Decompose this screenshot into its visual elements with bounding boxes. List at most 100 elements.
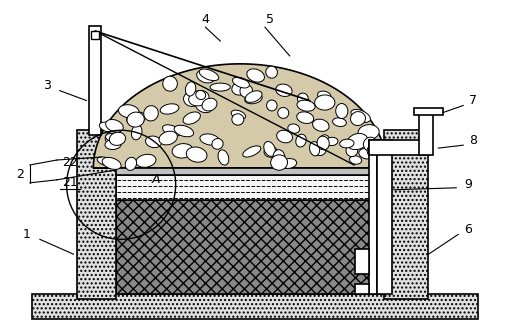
Ellipse shape [159, 131, 178, 145]
Ellipse shape [264, 146, 277, 157]
Bar [116, 168, 384, 175]
Ellipse shape [105, 139, 121, 150]
Ellipse shape [97, 157, 115, 166]
Ellipse shape [271, 155, 288, 170]
Ellipse shape [319, 135, 330, 148]
Bar [384, 130, 428, 299]
Text: 3: 3 [43, 79, 51, 92]
Text: 9: 9 [464, 178, 472, 191]
Ellipse shape [245, 94, 262, 104]
Ellipse shape [144, 106, 158, 121]
Ellipse shape [199, 69, 219, 81]
Text: 1: 1 [23, 228, 31, 241]
Ellipse shape [326, 137, 338, 146]
Ellipse shape [367, 144, 382, 158]
Bar [355, 284, 369, 294]
Text: A: A [152, 173, 160, 186]
Ellipse shape [318, 91, 331, 100]
Ellipse shape [160, 104, 179, 114]
Ellipse shape [267, 100, 277, 111]
Text: 21: 21 [62, 176, 77, 189]
Ellipse shape [105, 132, 119, 144]
Ellipse shape [340, 139, 354, 148]
Text: 6: 6 [464, 223, 472, 236]
Text: 8: 8 [469, 134, 477, 147]
Ellipse shape [245, 91, 262, 102]
Ellipse shape [309, 141, 320, 156]
Ellipse shape [347, 133, 368, 150]
Ellipse shape [131, 125, 142, 140]
Ellipse shape [127, 112, 146, 125]
Ellipse shape [346, 145, 358, 156]
Ellipse shape [277, 130, 293, 143]
Bar [355, 249, 369, 274]
Text: 4: 4 [202, 13, 209, 26]
Ellipse shape [125, 157, 136, 170]
Ellipse shape [297, 112, 314, 124]
Ellipse shape [351, 109, 371, 123]
Ellipse shape [99, 122, 119, 133]
Ellipse shape [102, 157, 121, 170]
Ellipse shape [136, 154, 156, 167]
Ellipse shape [273, 150, 285, 165]
Ellipse shape [297, 100, 315, 111]
Bar [32, 294, 478, 319]
Ellipse shape [232, 81, 249, 95]
Ellipse shape [119, 105, 139, 118]
Polygon shape [93, 64, 387, 168]
Ellipse shape [278, 108, 289, 118]
Ellipse shape [172, 143, 193, 158]
Ellipse shape [264, 141, 275, 156]
Ellipse shape [315, 95, 335, 110]
Ellipse shape [359, 148, 375, 159]
Ellipse shape [200, 134, 219, 145]
Ellipse shape [196, 70, 215, 83]
Bar [369, 140, 429, 155]
Bar [76, 130, 116, 299]
Ellipse shape [332, 118, 346, 126]
Ellipse shape [350, 156, 362, 164]
Bar [418, 111, 434, 155]
Bar [369, 140, 377, 294]
Ellipse shape [127, 112, 144, 127]
Ellipse shape [296, 134, 306, 147]
Ellipse shape [288, 124, 300, 133]
Ellipse shape [247, 69, 265, 82]
Ellipse shape [276, 84, 292, 96]
Ellipse shape [163, 76, 177, 91]
Bar [414, 109, 443, 115]
Ellipse shape [310, 142, 326, 156]
Ellipse shape [195, 100, 212, 113]
Bar [116, 200, 384, 294]
Bar [116, 175, 384, 200]
Ellipse shape [243, 146, 261, 157]
Ellipse shape [218, 150, 229, 165]
Bar [377, 140, 392, 294]
Ellipse shape [185, 82, 196, 96]
Ellipse shape [146, 136, 161, 148]
Ellipse shape [232, 114, 244, 125]
Ellipse shape [297, 93, 308, 104]
Text: 2: 2 [16, 169, 24, 181]
Ellipse shape [313, 119, 329, 131]
Ellipse shape [202, 98, 217, 111]
Ellipse shape [358, 125, 379, 140]
Ellipse shape [184, 92, 201, 107]
Ellipse shape [210, 83, 230, 91]
Ellipse shape [281, 158, 297, 169]
Ellipse shape [266, 66, 277, 78]
Bar [92, 31, 99, 39]
Ellipse shape [109, 132, 126, 145]
Ellipse shape [363, 137, 377, 151]
Ellipse shape [233, 77, 249, 88]
Ellipse shape [106, 119, 123, 132]
Text: 7: 7 [469, 94, 477, 107]
Ellipse shape [196, 91, 206, 99]
Ellipse shape [183, 112, 201, 124]
Text: 22: 22 [62, 156, 77, 169]
Ellipse shape [174, 125, 193, 137]
Ellipse shape [336, 104, 348, 119]
Ellipse shape [186, 147, 207, 162]
Ellipse shape [317, 136, 329, 150]
Ellipse shape [105, 133, 121, 142]
